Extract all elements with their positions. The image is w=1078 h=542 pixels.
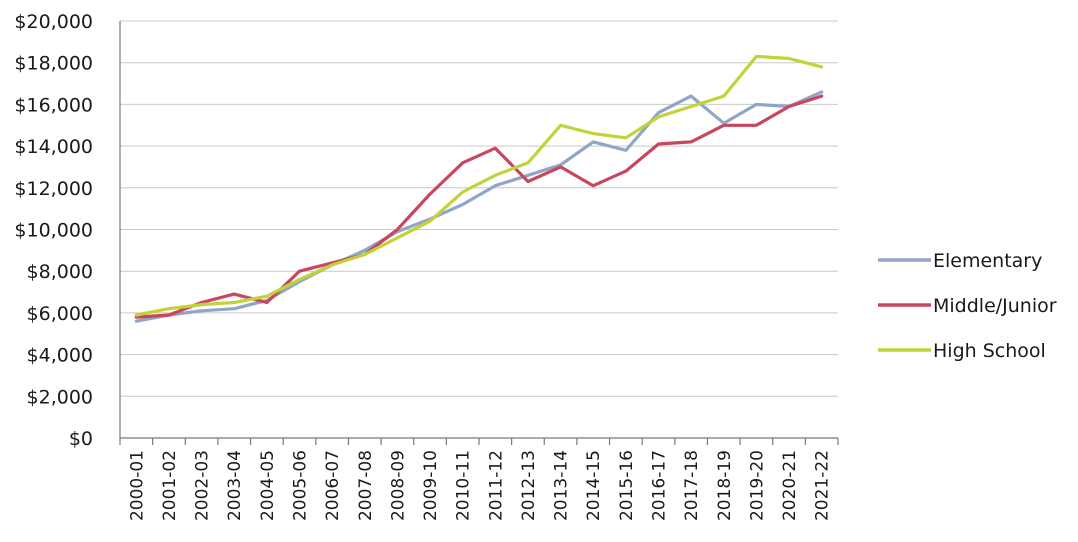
legend-label: Elementary	[933, 250, 1042, 272]
x-tick-label: 2009-10	[421, 450, 441, 521]
y-tick-label: $20,000	[14, 11, 93, 33]
x-tick-label: 2003-04	[225, 450, 245, 521]
x-tick-label: 2013-14	[552, 450, 572, 521]
gridlines	[120, 20, 838, 397]
series-line-elementary	[134, 90, 824, 323]
y-tick-label: $14,000	[14, 136, 93, 158]
x-tick-label: 2017-18	[682, 450, 702, 521]
x-tick-label: 2007-08	[356, 450, 376, 521]
legend: Elementary Middle/Junior High School	[878, 250, 1057, 362]
x-tick-label: 2018-19	[715, 450, 735, 521]
x-tick-label: 2020-21	[780, 450, 800, 521]
y-tick-label: $6,000	[27, 303, 93, 325]
x-tick-label: 2001-02	[160, 450, 180, 521]
y-tick-label: $18,000	[14, 53, 93, 75]
x-tick-label: 2014-15	[584, 450, 604, 521]
x-tick-label: 2006-07	[323, 450, 343, 521]
x-tick-label: 2000-01	[127, 450, 147, 521]
x-tick-label: 2010-11	[454, 450, 474, 521]
x-tick-label: 2016-17	[650, 450, 670, 521]
series-lines	[134, 54, 824, 323]
y-tick-label: $16,000	[14, 94, 93, 116]
x-tick-label: 2004-05	[258, 450, 278, 521]
y-tick-label: $12,000	[14, 178, 93, 200]
series-line-high-school	[134, 54, 824, 317]
y-tick-label: $10,000	[14, 220, 93, 242]
x-tick-label: 2012-13	[519, 450, 539, 521]
y-tick-label: $0	[69, 428, 93, 450]
x-tick-label: 2011-12	[486, 450, 506, 521]
y-tick-label: $8,000	[27, 261, 93, 283]
x-tick-label: 2005-06	[291, 450, 311, 521]
legend-label: Middle/Junior	[933, 295, 1057, 317]
x-tick-label: 2002-03	[193, 450, 213, 521]
y-tick-label: $4,000	[27, 345, 93, 367]
y-tick-label: $2,000	[27, 386, 93, 408]
x-tick-label: 2015-16	[617, 450, 637, 521]
x-tick-labels: 2000-01 2001-02 2002-03 2003-04 2004-05 2005-…	[127, 450, 832, 521]
series-line-middle-junior	[134, 94, 824, 319]
x-tick-label: 2008-09	[388, 450, 408, 521]
legend-label: High School	[933, 340, 1046, 362]
x-tick-label: 2021-22	[813, 450, 833, 521]
x-tick-label: 2019-20	[747, 450, 767, 521]
axes	[119, 21, 839, 445]
y-tick-labels: $0 $2,000 $4,000 $6,000 $8,000 $10,000 $12,000…	[14, 11, 93, 450]
